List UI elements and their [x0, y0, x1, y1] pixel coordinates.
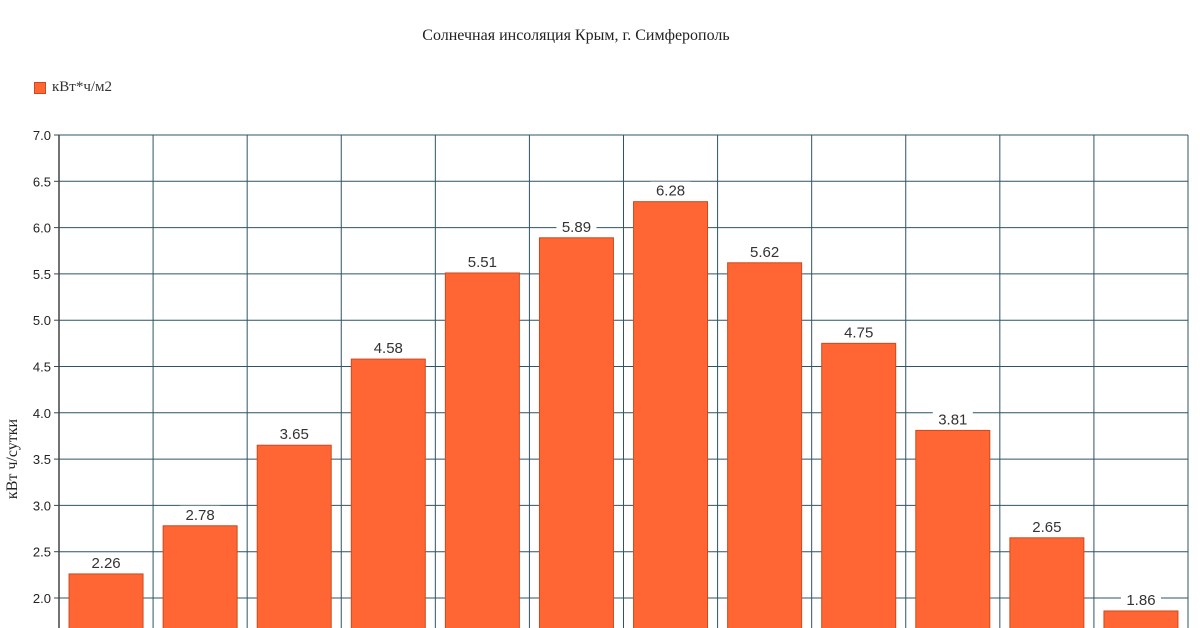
data-label: 5.51: [468, 254, 497, 271]
bar: [162, 525, 238, 628]
data-label: 5.62: [750, 244, 779, 261]
data-label-bg: [86, 553, 127, 571]
data-label: 3.65: [280, 426, 309, 443]
data-label-bg: [1026, 517, 1067, 535]
data-label-bg: [932, 410, 973, 428]
bar: [256, 444, 332, 628]
y-tick-label: 6.5: [33, 174, 51, 189]
data-label-bg: [744, 242, 785, 260]
y-tick-label: 5.5: [33, 267, 51, 282]
data-label: 2.26: [91, 555, 120, 572]
y-tick-label: 4.5: [33, 360, 51, 375]
y-tick-label: 7.0: [33, 128, 51, 143]
y-tick-label: 4.0: [33, 406, 51, 421]
data-label: 2.78: [186, 507, 215, 524]
y-tick-label: 5.0: [33, 313, 51, 328]
y-tick-label: 3.0: [33, 498, 51, 513]
legend: кВт*ч/м2: [34, 79, 112, 96]
bar: [444, 272, 520, 628]
data-label: 6.28: [656, 183, 685, 200]
bar: [1103, 610, 1179, 628]
y-tick-label: 3.5: [33, 452, 51, 467]
data-label-bg: [180, 505, 221, 523]
data-label: 4.58: [374, 340, 403, 357]
bar: [68, 573, 144, 628]
data-label-bg: [274, 425, 315, 443]
data-label-bg: [368, 339, 409, 357]
data-label-bg: [650, 181, 691, 199]
data-label-bg: [556, 217, 597, 235]
y-tick-label: 2.0: [33, 591, 51, 606]
bar: [538, 237, 614, 628]
bar: [633, 201, 709, 628]
bar: [727, 262, 803, 628]
bar: [821, 342, 897, 628]
data-label-bg: [1120, 590, 1161, 608]
legend-swatch: [34, 81, 46, 94]
bar: [915, 429, 991, 628]
data-label: 3.81: [938, 411, 967, 428]
data-label-bg: [462, 252, 503, 270]
bar: [350, 358, 426, 628]
chart-title: Солнечная инсоляция Крым, г. Симферополь: [422, 27, 730, 44]
data-label: 1.86: [1126, 592, 1155, 609]
data-label-bg: [838, 323, 879, 341]
data-label: 2.65: [1032, 519, 1061, 536]
data-label: 5.89: [562, 219, 591, 236]
y-tick-label: 6.0: [33, 221, 51, 236]
bar: [1009, 537, 1085, 628]
data-label: 4.75: [844, 324, 873, 341]
legend-label: кВт*ч/м2: [52, 79, 113, 95]
y-tick-label: 2.5: [33, 545, 51, 560]
